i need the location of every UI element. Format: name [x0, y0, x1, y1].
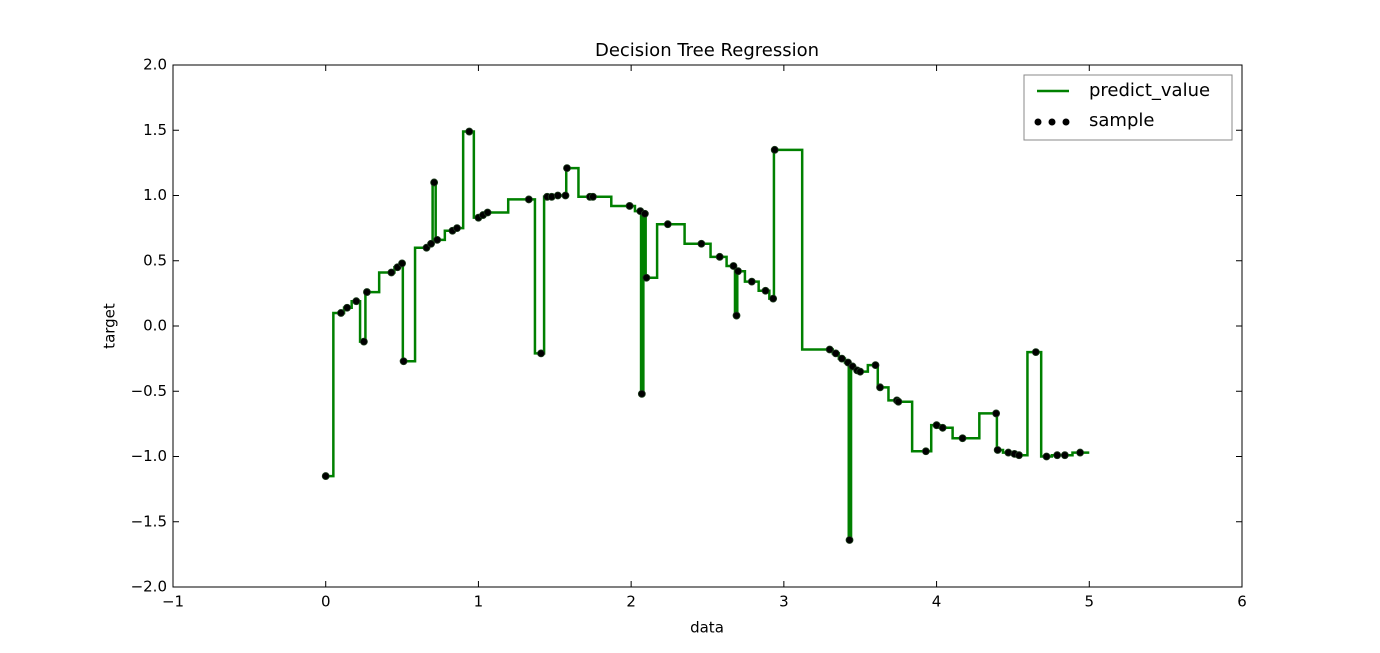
point [453, 224, 461, 233]
point [637, 389, 646, 398]
x-tick-label: 1 [474, 593, 484, 611]
x-tick-label: 0 [321, 593, 331, 611]
point [747, 277, 756, 286]
point [343, 303, 351, 312]
plot-frame [172, 64, 1243, 588]
y-tick-label: −2.0 [131, 578, 167, 596]
point [769, 294, 778, 303]
chart-title: Decision Tree Regression [595, 40, 819, 61]
y-tick-label: −1.5 [131, 512, 167, 530]
point [399, 357, 408, 366]
point [894, 397, 903, 406]
point [729, 262, 738, 270]
point [921, 447, 930, 456]
point [337, 309, 345, 317]
point [563, 164, 571, 172]
y-tick-label: 2.0 [143, 56, 167, 74]
point [697, 239, 706, 248]
point [1076, 448, 1085, 457]
y-axis-label: target [101, 303, 119, 349]
point [359, 337, 368, 346]
x-tick-label: 5 [1085, 593, 1095, 611]
point [561, 191, 570, 200]
point [352, 297, 361, 306]
x-tick-label: 4 [932, 593, 942, 611]
legend-label: sample [1089, 110, 1154, 131]
point [831, 349, 840, 358]
y-tick-label: −0.5 [131, 382, 167, 400]
point [825, 345, 834, 354]
point [398, 259, 406, 268]
point [1042, 452, 1051, 461]
point [1060, 451, 1069, 460]
y-tick-label: 1.0 [143, 186, 167, 204]
point [734, 267, 742, 276]
y-tick-label: 0.5 [143, 251, 167, 269]
y-tick-label: 1.5 [143, 121, 167, 139]
legend-label: predict_value [1089, 80, 1210, 101]
legend-box [1023, 74, 1233, 141]
point [363, 288, 371, 296]
point [625, 202, 634, 210]
point [663, 220, 672, 229]
point [993, 446, 1002, 454]
x-tick-label: 3 [779, 593, 789, 611]
x-tick-label: 2 [626, 593, 636, 611]
point [871, 361, 880, 370]
point [430, 178, 439, 187]
point [483, 208, 492, 217]
point [433, 235, 442, 244]
point [640, 209, 649, 218]
point [732, 311, 741, 320]
point [958, 434, 967, 443]
point [876, 383, 884, 392]
point [589, 192, 597, 201]
y-tick-label: 0.0 [143, 317, 167, 335]
point [992, 409, 1001, 418]
point [387, 268, 396, 277]
point [837, 354, 846, 363]
point [465, 127, 474, 136]
legend-swatch [1062, 118, 1070, 126]
point [845, 536, 854, 544]
point [1015, 451, 1023, 460]
point [321, 472, 330, 480]
point [553, 191, 562, 200]
point [524, 195, 533, 204]
point [1031, 348, 1040, 357]
point [1053, 451, 1062, 460]
point [770, 145, 779, 154]
point [537, 349, 545, 358]
x-axis-label: data [690, 619, 724, 637]
point [856, 367, 865, 376]
legend-swatch [1048, 118, 1056, 126]
point [761, 286, 770, 295]
point [642, 273, 651, 282]
point [715, 252, 724, 261]
point [938, 423, 947, 432]
y-tick-label: −1.0 [131, 447, 167, 465]
legend-swatch [1034, 118, 1042, 126]
point [427, 239, 435, 248]
x-tick-label: −1 [162, 593, 184, 611]
x-tick-label: 6 [1237, 593, 1247, 611]
